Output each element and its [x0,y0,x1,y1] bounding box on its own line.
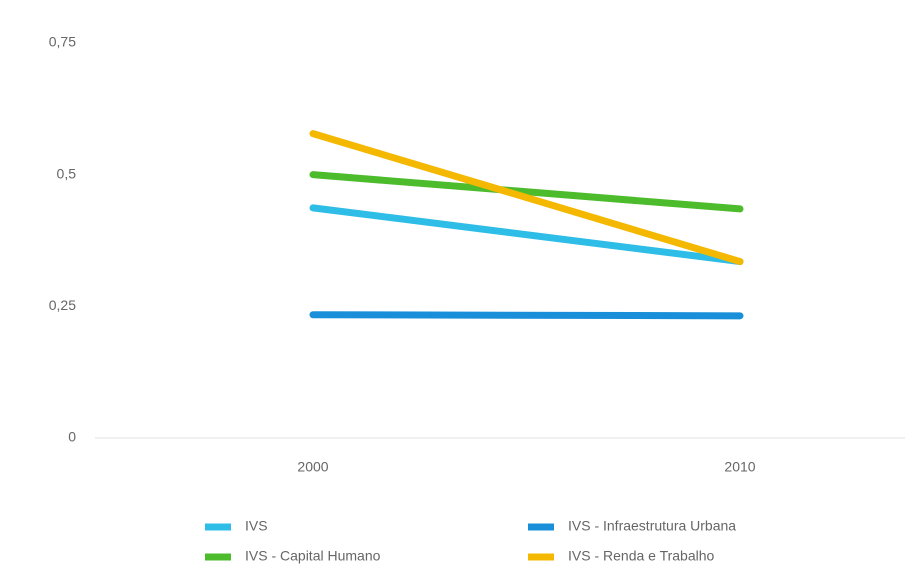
legend-label: IVS [245,518,268,534]
series-line [309,130,744,266]
x-tick-label: 2010 [724,459,755,475]
x-tick-label: 2000 [297,459,328,475]
legend-label: IVS - Renda e Trabalho [568,548,715,564]
series-line [309,311,744,320]
y-tick-label: 0,75 [49,34,76,50]
legend-label: IVS - Infraestrutura Urbana [568,518,736,534]
legend-label: IVS - Capital Humano [245,548,381,564]
y-tick-label: 0 [68,429,76,445]
y-tick-label: 0,25 [49,297,76,313]
series-line [309,171,744,213]
y-tick-label: 0,5 [57,165,77,181]
series-line [309,204,744,266]
